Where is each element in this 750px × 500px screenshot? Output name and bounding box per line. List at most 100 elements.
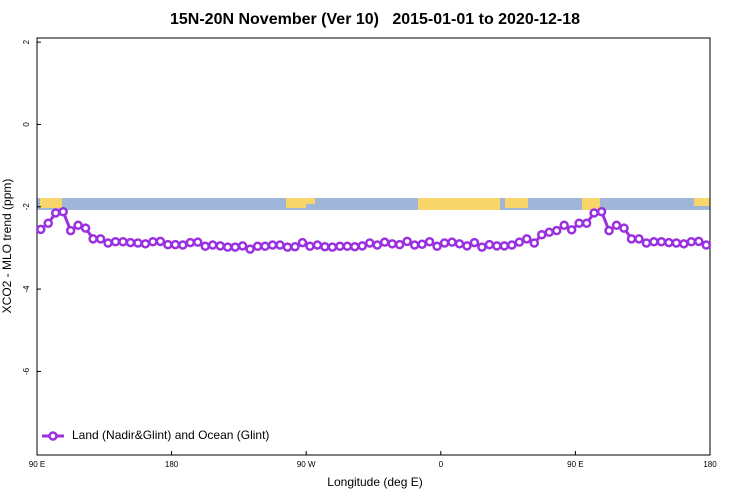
data-point (80, 223, 91, 233)
data-point (611, 220, 622, 231)
data-point (222, 242, 233, 252)
data-point (252, 241, 263, 252)
data-point (439, 238, 450, 248)
data-point (522, 234, 532, 244)
data-point (529, 238, 540, 248)
data-point (305, 241, 315, 252)
data-point (50, 208, 61, 218)
x-tick-label: 0 (439, 460, 444, 469)
data-point (110, 237, 121, 247)
y-tick-label: 2 (22, 39, 31, 44)
data-point (566, 225, 577, 235)
x-tick-label: 90 E (567, 460, 583, 469)
x-tick-label: 90 W (297, 460, 316, 469)
data-point (402, 236, 412, 247)
data-point (469, 237, 480, 248)
data-point (245, 244, 255, 254)
data-point (350, 241, 360, 252)
data-point (103, 238, 113, 248)
data-point (88, 234, 98, 244)
land-ocean-strip (37, 198, 710, 210)
data-point (290, 241, 300, 252)
data-point (679, 239, 689, 249)
data-point (148, 237, 158, 247)
data-point (215, 241, 225, 251)
y-tick-label: 0 (22, 122, 31, 127)
data-point (125, 237, 136, 248)
data-point (170, 239, 181, 250)
data-point (312, 240, 323, 250)
data-point (604, 225, 614, 236)
data-point (282, 242, 293, 252)
data-point (35, 224, 46, 235)
data-point (671, 238, 682, 248)
x-tick-label: 90 E (29, 460, 45, 469)
data-point (424, 237, 435, 247)
data-point (260, 241, 270, 252)
data-point (73, 220, 83, 231)
data-point (514, 237, 525, 247)
data-point (537, 230, 547, 240)
x-tick-label: 180 (165, 460, 179, 469)
data-point (619, 223, 629, 233)
legend-label: Land (Nadir&Glint) and Ocean (Glint) (72, 428, 269, 442)
data-point (155, 236, 166, 247)
data-point (499, 241, 510, 251)
data-point (185, 237, 196, 248)
data-point (65, 225, 76, 236)
data-point (462, 241, 472, 251)
data-point (409, 240, 420, 250)
x-axis-label: Longitude (deg E) (327, 475, 422, 489)
data-point (432, 241, 442, 252)
data-point (417, 239, 427, 249)
data-point (581, 218, 592, 228)
data-point (589, 208, 599, 218)
data-point (664, 237, 674, 248)
data-point (656, 237, 667, 247)
data-point (394, 239, 405, 250)
data-point (686, 237, 697, 247)
data-point (335, 241, 345, 252)
data-point (140, 239, 151, 249)
data-point (133, 238, 143, 248)
data-point (447, 237, 457, 247)
data-point (230, 242, 240, 252)
y-tick-label: -6 (22, 367, 31, 375)
data-point (95, 234, 106, 244)
data-point (634, 234, 644, 244)
data-point (207, 240, 218, 250)
data-point (379, 237, 390, 247)
data-point (193, 237, 203, 247)
chart-title: 15N-20N November (Ver 10) 2015-01-01 to … (170, 11, 580, 28)
data-point (357, 241, 368, 251)
legend-marker (48, 431, 58, 441)
data-point (649, 237, 659, 247)
data-point (43, 218, 53, 228)
data-point (387, 239, 397, 249)
data-point (200, 241, 210, 252)
data-point (507, 240, 517, 250)
data-point (118, 237, 128, 247)
data-point (267, 240, 278, 250)
data-point (320, 241, 330, 252)
data-point (559, 220, 569, 231)
data-point (477, 242, 487, 252)
data-point (694, 236, 704, 247)
data-point (641, 238, 652, 248)
data-point (163, 239, 173, 250)
data-point (484, 239, 495, 250)
y-axis-label: XCO2 - MLO trend (ppm) (0, 179, 14, 314)
data-point (342, 241, 353, 252)
data-point (275, 240, 285, 250)
data-point (297, 237, 308, 248)
data-point (544, 227, 554, 238)
data-point (58, 206, 68, 217)
data-point (365, 238, 375, 248)
data-point (492, 241, 502, 251)
data-point (551, 225, 562, 236)
y-tick-label: -2 (22, 203, 31, 211)
data-point (178, 240, 188, 250)
y-tick-label: -4 (22, 285, 31, 293)
